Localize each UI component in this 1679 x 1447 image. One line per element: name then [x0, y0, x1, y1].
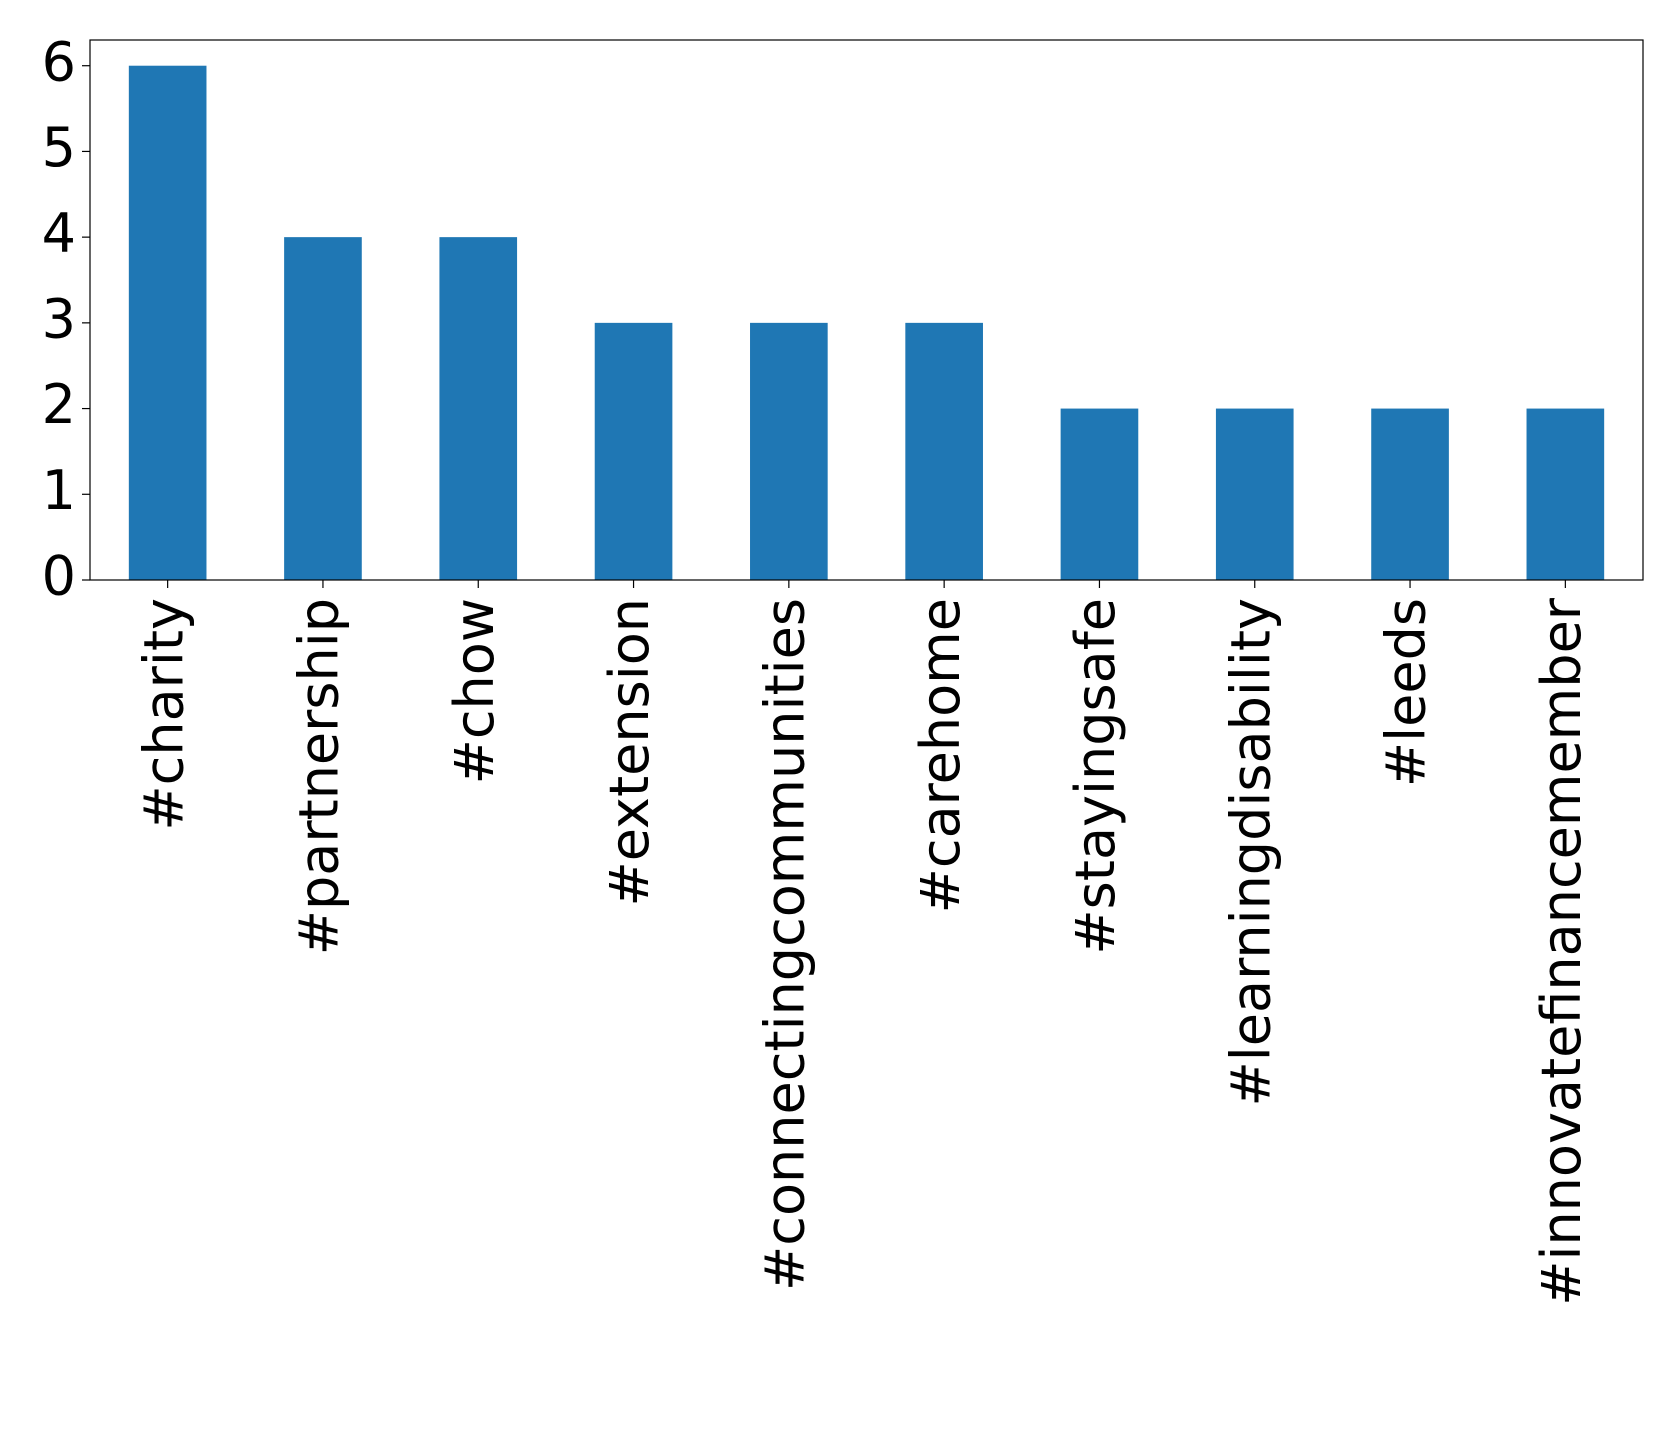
y-tick-label: 4 [42, 202, 76, 265]
x-tick-label: #connectingcommunities [753, 598, 816, 1291]
bar [594, 322, 673, 580]
plot-frame [89, 39, 1644, 581]
y-tick-label: 0 [42, 545, 76, 608]
x-tick-label: #partnership [288, 598, 351, 955]
y-tick-label: 1 [42, 459, 76, 522]
bar [1060, 408, 1139, 580]
y-tick-label: 3 [42, 287, 76, 350]
x-tick-label: #learningdisability [1219, 598, 1282, 1106]
bar [905, 322, 983, 580]
x-tick-label: #extension [598, 598, 661, 907]
y-tick-label: 5 [42, 116, 76, 179]
y-tick-label: 2 [42, 373, 76, 436]
bar [750, 322, 828, 580]
bar [284, 237, 362, 580]
x-tick-label: #stayingsafe [1064, 598, 1127, 955]
x-tick-label: #leeds [1375, 598, 1438, 787]
bar [128, 65, 207, 580]
y-tick-label: 6 [42, 30, 76, 93]
x-tick-label: #innovatefinancemember [1530, 597, 1593, 1306]
x-tick-label: #carehome [909, 598, 972, 913]
bar [1215, 408, 1294, 580]
bar [1526, 408, 1605, 580]
bar [439, 237, 518, 580]
bar [1371, 408, 1449, 580]
x-tick-label: #chow [443, 598, 506, 784]
x-tick-label: #charity [132, 598, 195, 831]
